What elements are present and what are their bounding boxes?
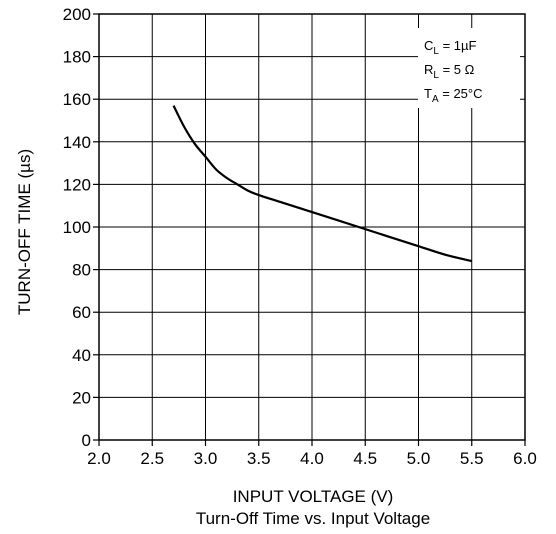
y-tick-label: 40 (72, 346, 91, 365)
x-tick-label: 5.0 (407, 449, 431, 468)
y-tick-labels: 0 20 40 60 80 100 120 140 160 180 200 (63, 5, 99, 450)
annotation-symbol: C (424, 38, 433, 53)
x-tick-label: 4.5 (353, 449, 377, 468)
y-tick-label: 60 (72, 303, 91, 322)
y-tick-label: 160 (63, 90, 91, 109)
y-tick-label: 140 (63, 133, 91, 152)
y-tick-label: 80 (72, 261, 91, 280)
y-tick-label: 120 (63, 175, 91, 194)
y-tick-label: 0 (82, 431, 91, 450)
y-axis-label: TURN-OFF TIME (µs) (15, 149, 34, 315)
annotation-subscript: L (433, 46, 439, 57)
chart-caption: Turn-Off Time vs. Input Voltage (196, 509, 430, 528)
y-tick-label: 20 (72, 388, 91, 407)
annotation-value: = 1µF (439, 38, 477, 53)
y-tick-label: 180 (63, 48, 91, 67)
annotation-symbol: R (424, 62, 433, 77)
annotation-line: RL = 5 Ω (424, 62, 475, 81)
x-tick-label: 4.0 (300, 449, 324, 468)
y-tick-label: 200 (63, 5, 91, 24)
x-axis-label: INPUT VOLTAGE (V) (233, 487, 394, 506)
x-tick-labels: 2.0 2.5 3.0 3.5 4.0 4.5 5.0 5.5 6.0 (87, 440, 537, 468)
x-tick-label: 3.0 (194, 449, 218, 468)
x-tick-label: 2.5 (140, 449, 164, 468)
series-line-0 (172, 105, 473, 263)
annotation-value: = 25°C (439, 86, 483, 101)
x-tick-label: 5.5 (460, 449, 484, 468)
x-tick-label: 6.0 (513, 449, 537, 468)
annotation-subscript: A (432, 94, 439, 105)
annotation-line: TA = 25°C (424, 86, 483, 105)
annotation-line: CL = 1µF (424, 38, 476, 57)
x-tick-label: 2.0 (87, 449, 111, 468)
y-tick-label: 100 (63, 218, 91, 237)
annotation-value: = 5 Ω (439, 62, 475, 77)
series-group (172, 105, 473, 263)
x-tick-label: 3.5 (247, 449, 271, 468)
annotation-subscript: L (433, 70, 439, 81)
annotation-symbol: T (424, 86, 432, 101)
plot-frame (98, 13, 526, 441)
annotation-background (418, 28, 520, 108)
